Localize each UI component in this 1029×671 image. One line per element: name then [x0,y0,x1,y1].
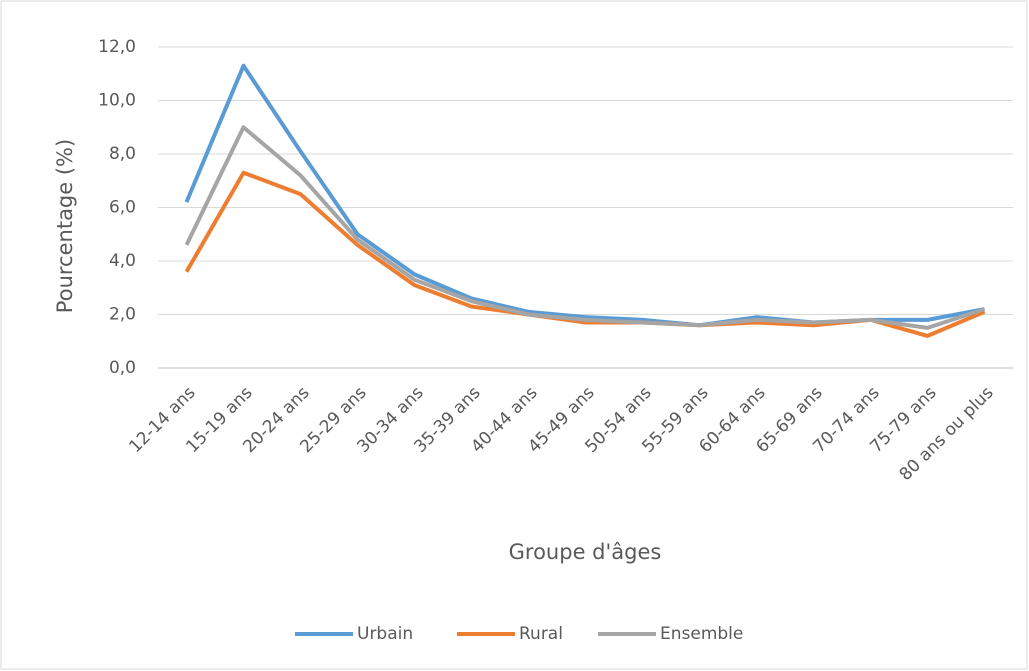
series-line [184,125,986,330]
y-tick-label: 10,0 [98,91,136,111]
x-axis-label: Groupe d'âges [509,540,662,564]
legend-label: Ensemble [660,624,743,644]
legend-label: Urbain [357,624,413,644]
y-tick-label: 8,0 [109,144,136,164]
y-tick-label: 6,0 [109,198,136,218]
legend-label: Rural [519,624,563,644]
y-tick-label: 2,0 [109,305,136,325]
y-tick-label: 12,0 [98,37,136,57]
y-axis-label: Pourcentage (%) [53,139,77,313]
y-tick-label: 4,0 [109,251,136,271]
y-tick-label: 0,0 [109,358,136,378]
